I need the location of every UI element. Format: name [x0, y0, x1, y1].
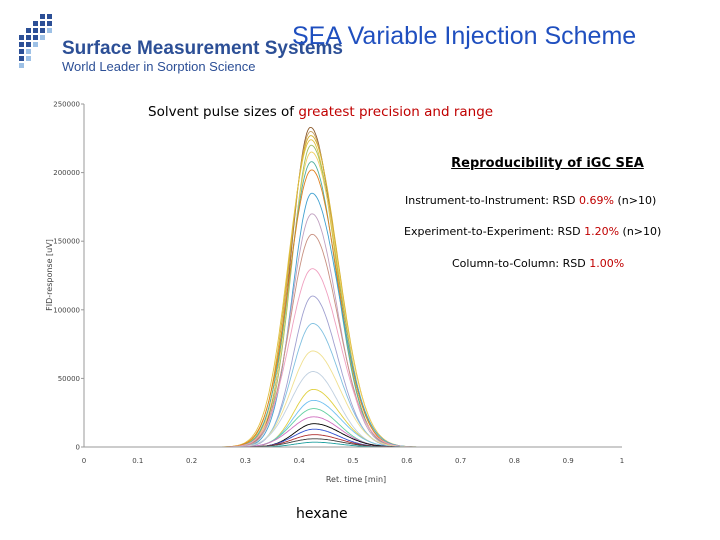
- x-tick-label: 0.4: [294, 457, 306, 465]
- stat-value: 1.00%: [589, 257, 625, 270]
- stat-label: Column-to-Column: RSD: [452, 257, 590, 270]
- reproducibility-heading: Reproducibility of iGC SEA: [380, 156, 715, 171]
- reproducibility-title: Reproducibility of iGC SEA: [451, 156, 644, 171]
- subtitle-prefix: Solvent pulse sizes of: [148, 104, 299, 120]
- peak-series-line: [202, 323, 471, 448]
- stat-instrument: Instrument-to-Instrument: RSD 0.69% (n>1…: [405, 194, 656, 207]
- peak-series-line: [202, 144, 471, 448]
- x-tick-label: 0: [82, 457, 86, 465]
- stat-value: 1.20%: [584, 225, 620, 238]
- stat-column: Column-to-Column: RSD 1.00%: [452, 257, 624, 270]
- stat-experiment: Experiment-to-Experiment: RSD 1.20% (n>1…: [404, 225, 661, 238]
- peak-series-line: [202, 139, 471, 448]
- y-tick-label: 100000: [53, 306, 80, 314]
- peak-series-line: [202, 268, 471, 448]
- stat-label: Experiment-to-Experiment: RSD: [404, 225, 585, 238]
- x-tick-label: 0.5: [347, 457, 358, 465]
- brand-name: Surface Measurement Systems: [62, 38, 343, 59]
- x-axis-title: Ret. time [min]: [326, 475, 386, 484]
- y-axis-title: FID-response [uV]: [45, 239, 54, 311]
- y-tick-label: 50000: [58, 375, 80, 383]
- y-tick-label: 250000: [53, 101, 80, 109]
- peak-series-line: [202, 131, 471, 448]
- subtitle-highlight: greatest precision and range: [298, 104, 494, 120]
- slide-title: SEA Variable Injection Scheme: [292, 22, 637, 50]
- peak-series-line: [202, 135, 471, 448]
- peak-series-line: [202, 399, 471, 448]
- x-tick-label: 0.2: [186, 457, 197, 465]
- y-tick-label: 150000: [53, 238, 80, 246]
- x-tick-label: 0.3: [240, 457, 251, 465]
- chart-subtitle: Solvent pulse sizes of greatest precisio…: [148, 104, 493, 120]
- brand-tagline: World Leader in Sorption Science: [62, 59, 256, 74]
- x-tick-label: 0.1: [132, 457, 143, 465]
- y-tick-label: 0: [76, 444, 80, 452]
- solvent-label: hexane: [296, 506, 348, 522]
- x-tick-label: 1: [620, 457, 624, 465]
- x-tick-label: 0.7: [455, 457, 466, 465]
- stat-suffix: (n>10): [613, 194, 657, 207]
- peak-series-line: [202, 295, 471, 448]
- x-tick-label: 0.6: [401, 457, 413, 465]
- peak-series-line: [202, 371, 471, 448]
- y-tick-label: 200000: [53, 169, 80, 177]
- x-tick-label: 0.9: [563, 457, 574, 465]
- stat-suffix: (n>10): [619, 225, 662, 238]
- company-logo: Surface Measurement Systems World Leader…: [14, 12, 343, 74]
- stat-label: Instrument-to-Instrument: RSD: [405, 194, 580, 207]
- logo-dots-icon: [19, 14, 52, 68]
- stat-value: 0.69%: [579, 194, 614, 207]
- x-tick-label: 0.8: [509, 457, 520, 465]
